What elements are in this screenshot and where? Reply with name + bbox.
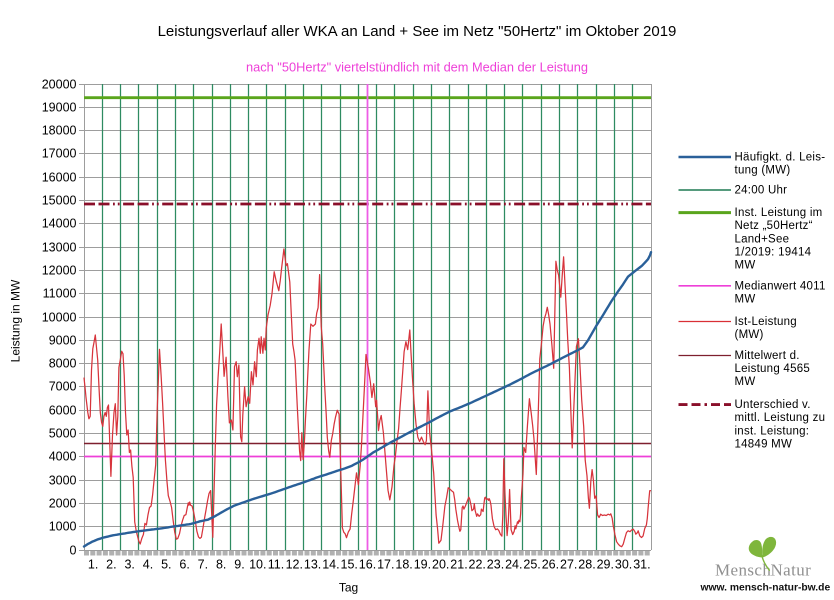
svg-text:5.: 5. — [161, 558, 171, 572]
svg-text:28.: 28. — [578, 558, 595, 572]
svg-text:1/2019: 19414: 1/2019: 19414 — [735, 246, 812, 258]
svg-text:www. mensch-natur-bw.de: www. mensch-natur-bw.de — [700, 583, 831, 594]
svg-text:1000: 1000 — [49, 520, 77, 534]
svg-text:Häufigkt. d. Leis-: Häufigkt. d. Leis- — [735, 152, 826, 164]
svg-text:11000: 11000 — [43, 287, 77, 301]
svg-text:0: 0 — [70, 544, 77, 558]
svg-text:26.: 26. — [542, 558, 559, 572]
svg-text:mittl. Leistung zu: mittl. Leistung zu — [735, 412, 826, 424]
svg-text:nach "50Hertz" viertelstündlic: nach "50Hertz" viertelstündlich mit dem … — [246, 60, 588, 75]
svg-text:MW: MW — [735, 293, 756, 305]
svg-text:7000: 7000 — [49, 380, 77, 394]
svg-text:15.: 15. — [341, 558, 358, 572]
svg-text:8.: 8. — [216, 558, 226, 572]
svg-text:MW: MW — [735, 376, 756, 388]
svg-text:15000: 15000 — [42, 194, 77, 208]
svg-text:10000: 10000 — [42, 311, 77, 325]
svg-text:13000: 13000 — [42, 241, 77, 255]
svg-text:9000: 9000 — [49, 334, 77, 348]
svg-text:30.: 30. — [615, 558, 632, 572]
svg-text:19000: 19000 — [42, 101, 77, 115]
svg-text:4.: 4. — [143, 558, 153, 572]
svg-text:Ist-Leistung: Ist-Leistung — [735, 316, 797, 328]
svg-text:23.: 23. — [487, 558, 504, 572]
svg-text:16000: 16000 — [42, 171, 77, 185]
svg-text:2000: 2000 — [49, 497, 77, 511]
svg-text:Unterschied v.: Unterschied v. — [735, 399, 811, 411]
svg-text:6.: 6. — [179, 558, 189, 572]
svg-text:8000: 8000 — [49, 357, 77, 371]
svg-text:21.: 21. — [450, 558, 467, 572]
svg-text:Netz „50Hertz“: Netz „50Hertz“ — [735, 220, 813, 232]
svg-text:Leistung 4565: Leistung 4565 — [735, 363, 811, 375]
svg-text:11.: 11. — [268, 558, 284, 572]
svg-text:Tag: Tag — [339, 581, 358, 595]
svg-text:22.: 22. — [469, 558, 486, 572]
svg-text:18.: 18. — [395, 558, 412, 572]
svg-text:5000: 5000 — [49, 427, 77, 441]
svg-text:2.: 2. — [106, 558, 116, 572]
svg-text:MW: MW — [735, 260, 756, 272]
svg-text:20000: 20000 — [42, 78, 77, 92]
svg-text:24.: 24. — [505, 558, 522, 572]
svg-text:27.: 27. — [560, 558, 577, 572]
svg-text:14000: 14000 — [42, 217, 77, 231]
svg-text:Medianwert 4011: Medianwert 4011 — [735, 280, 826, 292]
svg-text:18000: 18000 — [42, 124, 77, 138]
svg-text:17000: 17000 — [42, 147, 77, 161]
svg-text:29.: 29. — [597, 558, 614, 572]
svg-text:7.: 7. — [198, 558, 208, 572]
svg-text:10.: 10. — [249, 558, 266, 572]
svg-text:17.: 17. — [377, 558, 394, 572]
svg-text:Inst. Leistung im: Inst. Leistung im — [735, 207, 823, 219]
svg-text:12000: 12000 — [42, 264, 77, 278]
svg-text:Leistungsverlauf aller WKA an: Leistungsverlauf aller WKA an Land + See… — [158, 23, 677, 40]
svg-text:19.: 19. — [414, 558, 431, 572]
svg-text:9.: 9. — [234, 558, 244, 572]
svg-text:inst. Leistung:: inst. Leistung: — [735, 425, 810, 437]
svg-text:1.: 1. — [88, 558, 98, 572]
svg-text:Leistung in MW: Leistung in MW — [9, 279, 23, 362]
svg-text:Mensch: Mensch — [715, 561, 771, 580]
svg-text:6000: 6000 — [49, 404, 77, 418]
svg-text:25.: 25. — [523, 558, 540, 572]
svg-text:Mittelwert d.: Mittelwert d. — [735, 350, 800, 362]
svg-text:3000: 3000 — [49, 474, 77, 488]
svg-text:Natur: Natur — [771, 561, 812, 580]
svg-text:(MW): (MW) — [735, 329, 764, 341]
svg-text:24:00 Uhr: 24:00 Uhr — [735, 185, 788, 197]
svg-text:13.: 13. — [304, 558, 321, 572]
svg-text:Land+See: Land+See — [735, 233, 790, 245]
svg-text:12.: 12. — [286, 558, 303, 572]
svg-text:3.: 3. — [124, 558, 134, 572]
svg-text:4000: 4000 — [49, 450, 77, 464]
svg-text:tung (MW): tung (MW) — [735, 165, 791, 177]
svg-text:31.: 31. — [633, 558, 650, 572]
svg-text:14.: 14. — [322, 558, 339, 572]
svg-text:20.: 20. — [432, 558, 449, 572]
svg-text:14849 MW: 14849 MW — [735, 438, 793, 450]
svg-text:16.: 16. — [359, 558, 376, 572]
